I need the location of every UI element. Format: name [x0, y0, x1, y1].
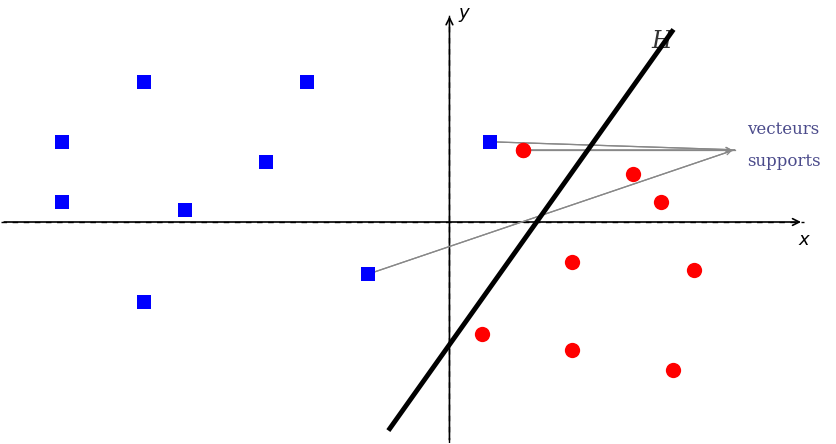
Text: y: y — [458, 4, 469, 23]
Text: vecteurs: vecteurs — [747, 121, 819, 138]
Text: H: H — [651, 30, 671, 53]
Text: supports: supports — [747, 153, 820, 170]
Text: x: x — [798, 231, 809, 249]
